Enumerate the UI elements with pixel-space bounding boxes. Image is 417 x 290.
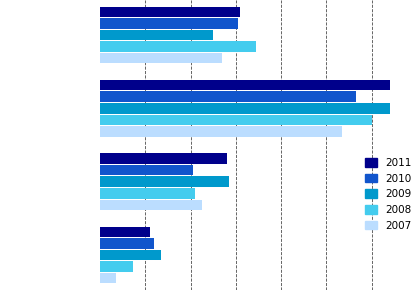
Bar xyxy=(100,53,222,64)
Bar xyxy=(100,250,161,260)
Bar xyxy=(100,41,256,52)
Text: Pienet: Pienet xyxy=(45,185,55,209)
Bar xyxy=(100,18,238,29)
Bar xyxy=(100,261,133,272)
Bar xyxy=(100,115,372,125)
Bar xyxy=(100,30,213,40)
Bar xyxy=(100,165,193,175)
Text: Suuryritykset: Suuryritykset xyxy=(45,12,55,64)
Bar xyxy=(100,6,241,17)
Legend: 2011, 2010, 2009, 2008, 2007: 2011, 2010, 2009, 2008, 2007 xyxy=(364,158,412,231)
Bar xyxy=(100,226,150,237)
Bar xyxy=(100,273,116,284)
Bar xyxy=(100,176,229,187)
Bar xyxy=(100,200,202,210)
Bar xyxy=(100,103,390,114)
Bar xyxy=(100,126,342,137)
Text: Keskisuuret: Keskisuuret xyxy=(45,102,55,147)
Bar xyxy=(100,153,227,164)
Bar xyxy=(100,238,154,249)
Bar xyxy=(100,91,356,102)
Bar xyxy=(100,188,195,199)
Text: Mikroyritykset: Mikroyritykset xyxy=(45,233,55,289)
Bar xyxy=(100,80,390,90)
